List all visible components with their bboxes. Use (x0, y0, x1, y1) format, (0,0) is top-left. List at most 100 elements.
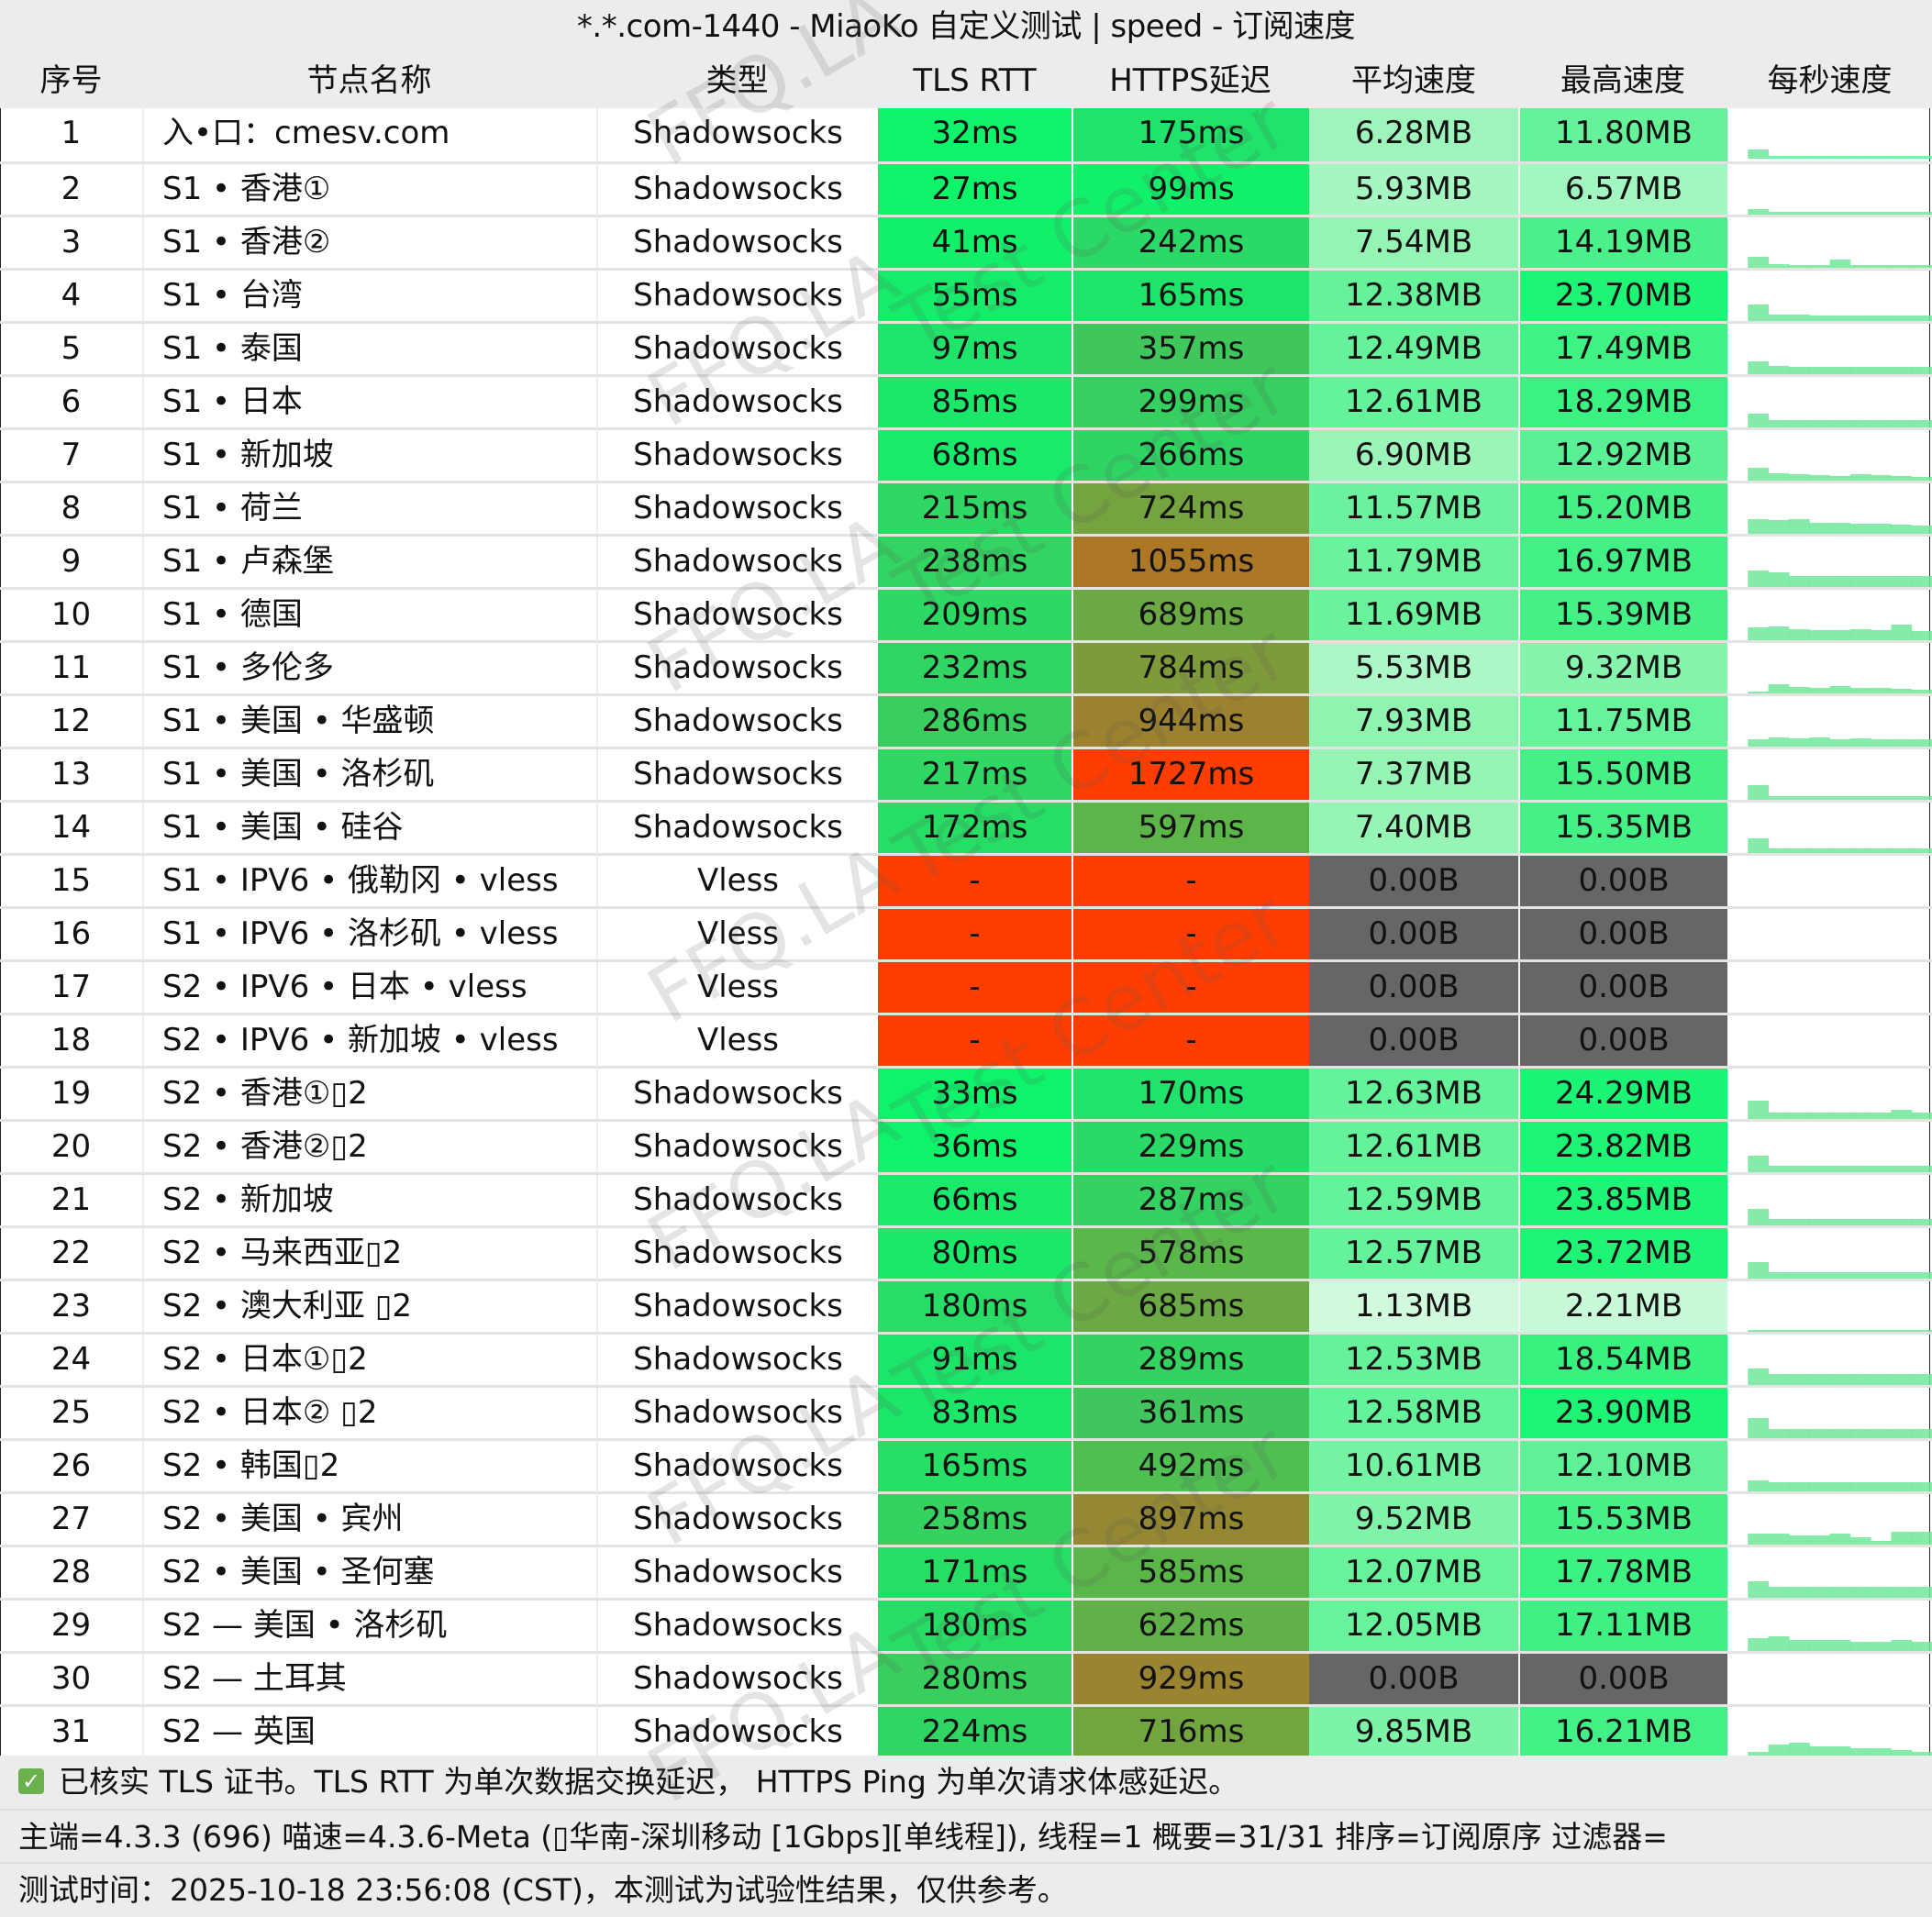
table-row: 10 S1 • 德国 Shadowsocks 209ms 689ms 11.69… (0, 587, 1932, 640)
tls-rtt-cell: 32ms (878, 108, 1071, 161)
max-speed-cell: 9.32MB (1518, 643, 1727, 693)
row-index: 4 (61, 277, 82, 314)
node-type: Shadowsocks (596, 1654, 878, 1704)
node-type: Shadowsocks (596, 1335, 878, 1385)
max-speed-cell: 17.49MB (1518, 324, 1727, 374)
max-speed-cell: 15.20MB (1518, 483, 1727, 534)
table-row: 27 S2 • 美国 • 宾州 Shadowsocks 258ms 897ms … (0, 1491, 1932, 1545)
per-second-sparkline (1727, 108, 1932, 161)
tls-rtt-cell: 171ms (878, 1547, 1071, 1598)
avg-speed-cell: 0.00B (1309, 1015, 1518, 1066)
table-row: 22 S2 • 马来西亚▯2 Shadowsocks 80ms 578ms 12… (0, 1225, 1932, 1279)
sparkline-chart (1748, 150, 1932, 159)
node-type: Shadowsocks (596, 108, 878, 161)
tls-note-text: 已核实 TLS 证书。TLS RTT 为单次数据交换延迟， HTTPS Ping… (59, 1764, 1239, 1800)
row-index: 9 (61, 543, 82, 580)
node-type: Shadowsocks (596, 483, 878, 534)
test-time-line: 测试时间：2025-10-18 23:56:08 (CST)，本测试为试验性结果… (0, 1862, 1932, 1915)
node-type: Shadowsocks (596, 430, 878, 481)
sparkline-chart (1748, 519, 1932, 534)
sparkline-chart (1748, 1743, 1932, 1757)
tls-rtt-cell: 36ms (878, 1122, 1071, 1172)
row-index: 18 (50, 1022, 92, 1058)
node-name: S1 • 泰国 (142, 324, 596, 374)
max-speed-cell: 18.54MB (1518, 1335, 1727, 1385)
row-index: 20 (50, 1128, 92, 1165)
row-index: 2 (61, 171, 82, 207)
sparkline-chart (1748, 1480, 1932, 1491)
per-second-sparkline (1727, 430, 1932, 481)
node-name: S2 • 香港②▯2 (142, 1122, 596, 1172)
max-speed-cell: 23.82MB (1518, 1122, 1727, 1172)
table-row: 4 S1 • 台湾 Shadowsocks 55ms 165ms 12.38MB… (0, 268, 1932, 321)
sparkline-chart (1748, 1156, 1932, 1172)
per-second-sparkline (1727, 164, 1932, 215)
node-type: Shadowsocks (596, 1494, 878, 1545)
report-footer: ✓ 已核实 TLS 证书。TLS RTT 为单次数据交换延迟， HTTPS Pin… (0, 1756, 1932, 1917)
avg-speed-cell: 7.93MB (1309, 696, 1518, 747)
avg-speed-cell: 10.61MB (1309, 1441, 1518, 1491)
tls-rtt-cell: 180ms (878, 1601, 1071, 1651)
node-name: S1 • IPV6 • 俄勒冈 • vless (142, 856, 596, 906)
tls-rtt-cell: 224ms (878, 1707, 1071, 1757)
node-type: Shadowsocks (596, 1281, 878, 1332)
node-type: Shadowsocks (596, 1388, 878, 1438)
max-speed-cell: 23.85MB (1518, 1175, 1727, 1225)
tls-rtt-cell: - (878, 1015, 1071, 1066)
sparkline-chart (1748, 737, 1932, 747)
https-latency-cell: - (1071, 856, 1309, 906)
report-title: *.*.com-1440 - MiaoKo 自定义测试 | speed - 订阅… (0, 0, 1932, 53)
table-row: 8 S1 • 荷兰 Shadowsocks 215ms 724ms 11.57M… (0, 481, 1932, 534)
row-index: 10 (50, 596, 92, 633)
row-index: 24 (50, 1341, 92, 1378)
table-row: 2 S1 • 香港① Shadowsocks 27ms 99ms 5.93MB … (0, 161, 1932, 215)
tls-rtt-cell: 286ms (878, 696, 1071, 747)
node-name: S2 • 马来西亚▯2 (142, 1228, 596, 1279)
node-name: S1 • 多伦多 (142, 643, 596, 693)
node-type: Shadowsocks (596, 271, 878, 321)
avg-speed-cell: 0.00B (1309, 1654, 1518, 1704)
table-row: 25 S2 • 日本② ▯2 Shadowsocks 83ms 361ms 12… (0, 1385, 1932, 1438)
sparkline-chart (1748, 838, 1932, 853)
tls-rtt-cell: 215ms (878, 483, 1071, 534)
col-max-speed: 最高速度 (1560, 62, 1685, 99)
table-row: 15 S1 • IPV6 • 俄勒冈 • vless Vless - - 0.0… (0, 853, 1932, 906)
https-latency-cell: - (1071, 909, 1309, 959)
per-second-sparkline (1727, 1707, 1932, 1757)
col-node-name: 节点名称 (306, 62, 432, 99)
per-second-sparkline (1727, 590, 1932, 640)
https-latency-cell: 689ms (1071, 590, 1309, 640)
per-second-sparkline (1727, 1175, 1932, 1225)
per-second-sparkline (1727, 803, 1932, 853)
tls-rtt-cell: 91ms (878, 1335, 1071, 1385)
max-speed-cell: 15.53MB (1518, 1494, 1727, 1545)
max-speed-cell: 23.72MB (1518, 1228, 1727, 1279)
node-type: Shadowsocks (596, 643, 878, 693)
https-latency-cell: 266ms (1071, 430, 1309, 481)
row-index: 30 (50, 1660, 92, 1697)
per-second-sparkline (1727, 324, 1932, 374)
max-speed-cell: 23.90MB (1518, 1388, 1727, 1438)
node-type: Shadowsocks (596, 1707, 878, 1757)
tls-rtt-cell: 68ms (878, 430, 1071, 481)
tls-rtt-cell: - (878, 856, 1071, 906)
max-speed-cell: 0.00B (1518, 1015, 1727, 1066)
https-latency-cell: 492ms (1071, 1441, 1309, 1491)
per-second-sparkline (1727, 537, 1932, 587)
node-name: S1 • 美国 • 硅谷 (142, 803, 596, 853)
table-row: 12 S1 • 美国 • 华盛顿 Shadowsocks 286ms 944ms… (0, 693, 1932, 747)
https-latency-cell: 622ms (1071, 1601, 1309, 1651)
row-index: 23 (50, 1288, 92, 1324)
avg-speed-cell: 6.90MB (1309, 430, 1518, 481)
per-second-sparkline (1727, 1388, 1932, 1438)
avg-speed-cell: 12.58MB (1309, 1388, 1518, 1438)
sparkline-chart (1748, 1262, 1932, 1279)
table-row: 30 S2 — 土耳其 Shadowsocks 280ms 929ms 0.00… (0, 1651, 1932, 1704)
node-name: S1 • 日本 (142, 377, 596, 427)
per-second-sparkline (1727, 643, 1932, 693)
sparkline-chart (1748, 1368, 1932, 1385)
table-row: 6 S1 • 日本 Shadowsocks 85ms 299ms 12.61MB… (0, 374, 1932, 427)
node-name: S1 • 新加坡 (142, 430, 596, 481)
tls-rtt-cell: 33ms (878, 1069, 1071, 1119)
tls-rtt-cell: 41ms (878, 217, 1071, 268)
